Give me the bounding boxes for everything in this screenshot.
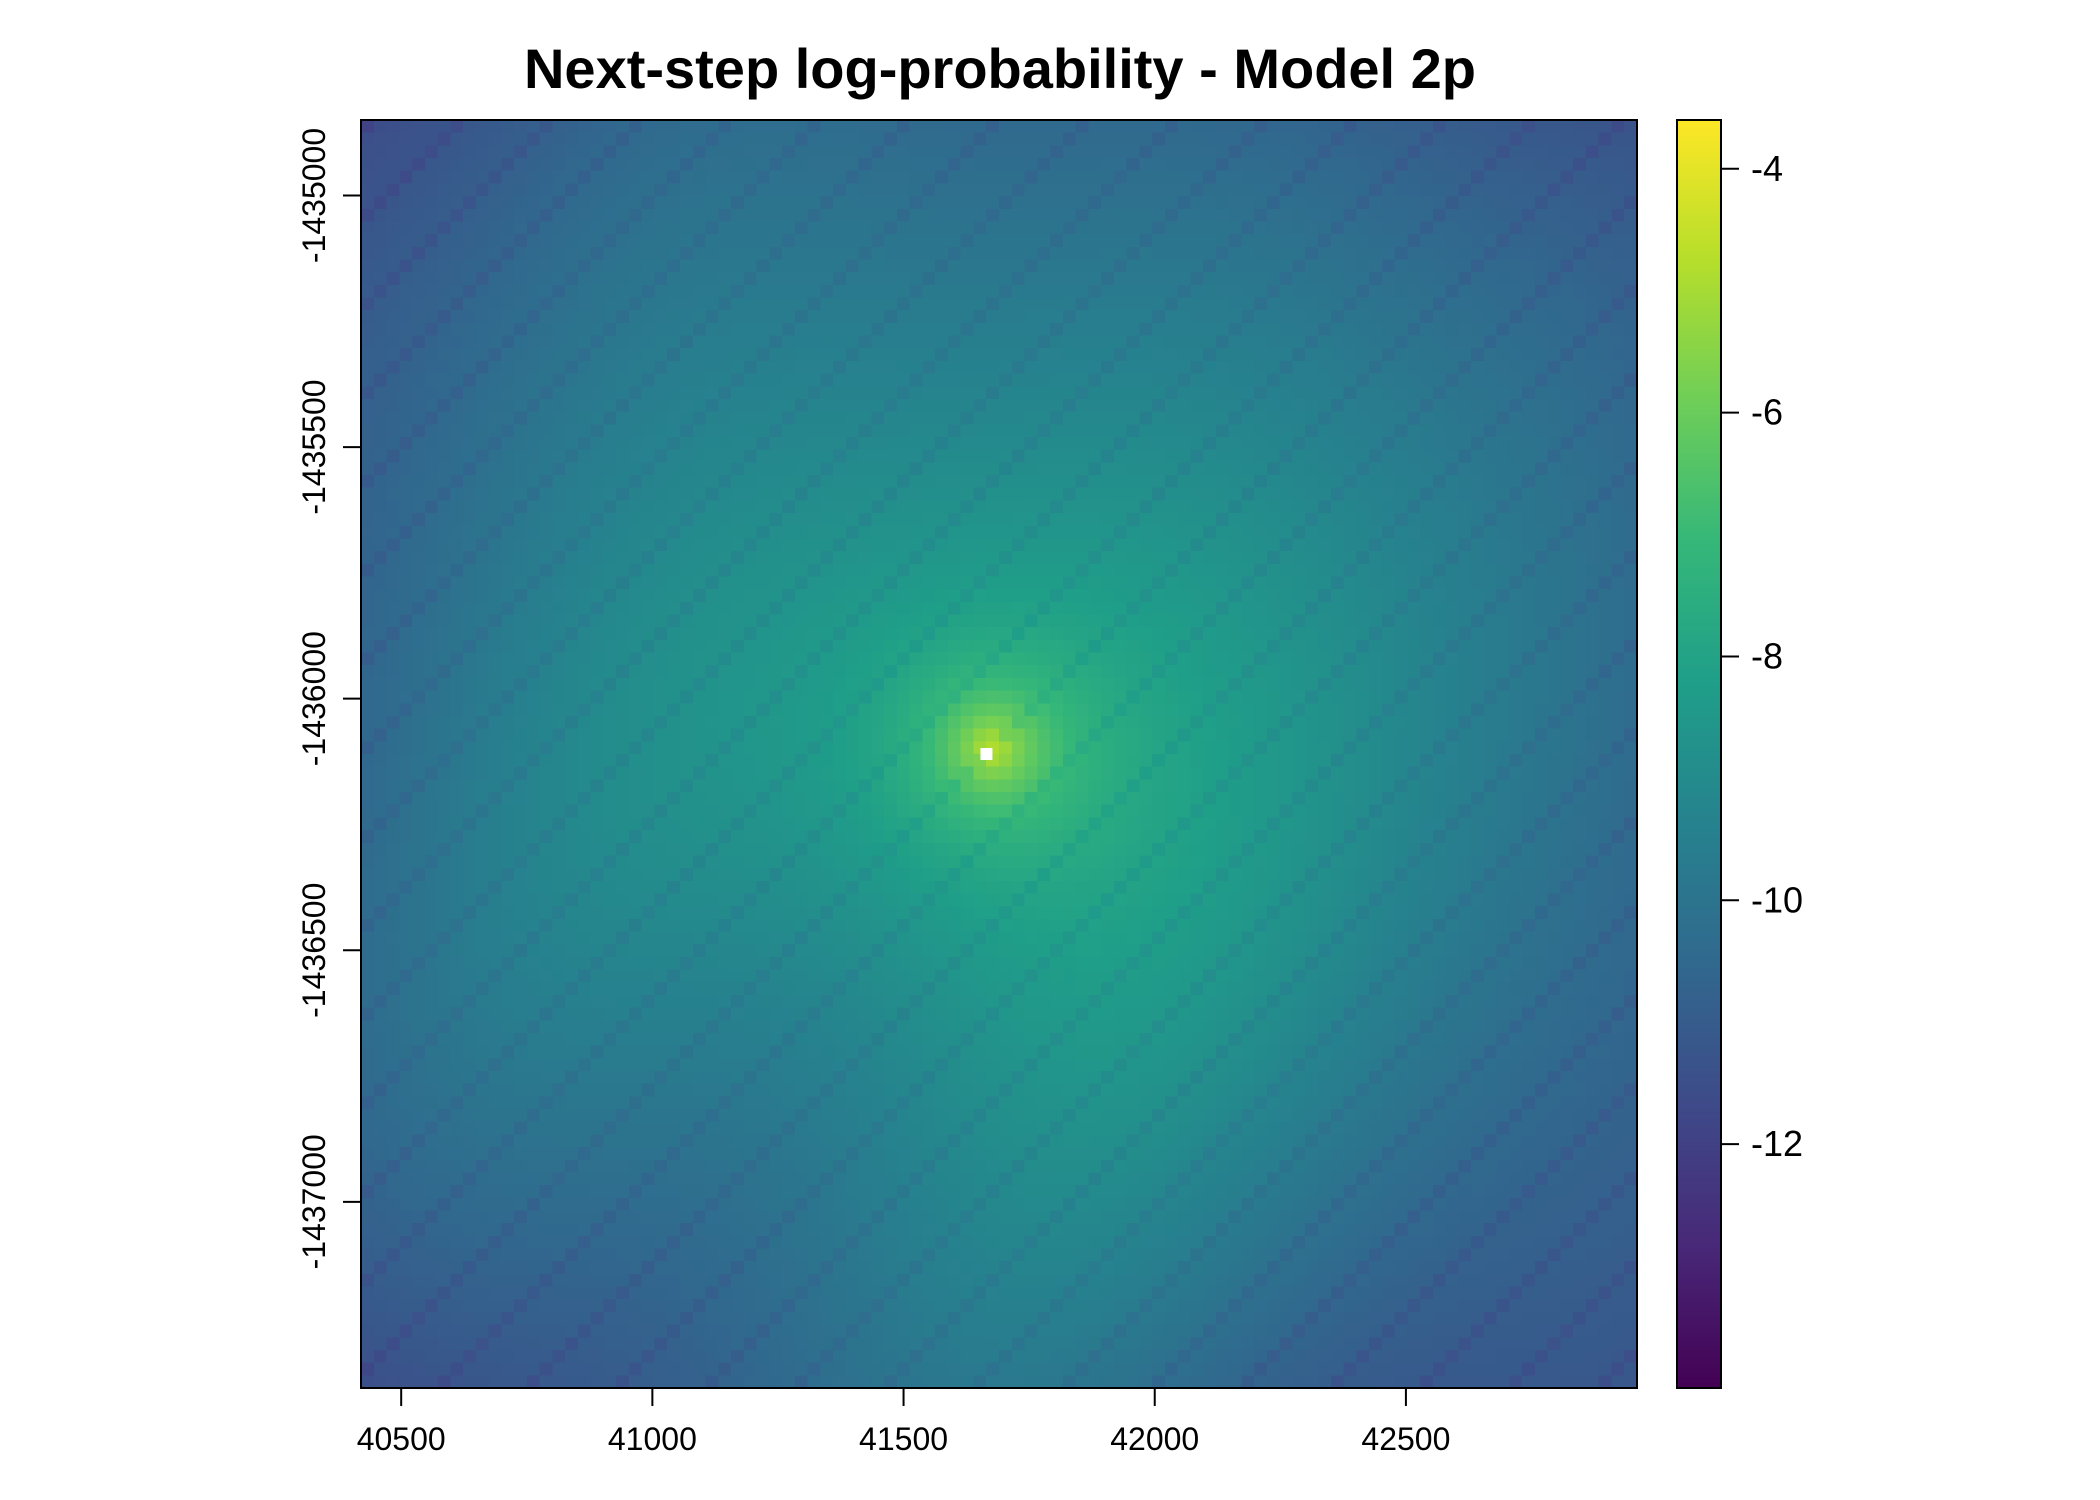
y-tick-label: -1436000: [296, 631, 332, 766]
colorbar-tick-label: -8: [1751, 635, 1783, 676]
colorbar-ticks: -4 -6 -8 -10 -12: [1721, 148, 1803, 1164]
y-tick-label: -1437000: [296, 1134, 332, 1269]
heatmap-raster: [361, 120, 1637, 1388]
x-tick-label: 41000: [608, 1421, 697, 1457]
x-tick-label: 42500: [1361, 1421, 1450, 1457]
x-tick-label: 42000: [1110, 1421, 1199, 1457]
y-tick-label: -1435000: [296, 128, 332, 263]
colorbar-tick-label: -4: [1751, 148, 1783, 189]
colorbar-tick-label: -12: [1751, 1123, 1803, 1164]
x-tick-label: 40500: [357, 1421, 446, 1457]
x-axis: 40500 41000 41500 42000 42500: [357, 1387, 1450, 1457]
y-tick-label: -1435500: [296, 379, 332, 514]
y-tick-label: -1436500: [296, 883, 332, 1018]
colorbar-tick-label: -6: [1751, 392, 1783, 433]
chart-title: Next-step log-probability - Model 2p: [524, 37, 1476, 100]
color-legend: -4 -6 -8 -10 -12: [1676, 119, 1803, 1389]
colorbar: [1676, 119, 1722, 1389]
current-location-marker: [980, 748, 993, 760]
x-tick-label: 41500: [859, 1421, 948, 1457]
colorbar-tick-label: -10: [1751, 879, 1803, 920]
y-axis: -1435000 -1435500 -1436000 -1436500 -1437000: [296, 128, 362, 1269]
heatmap-plot: [360, 119, 1638, 1389]
